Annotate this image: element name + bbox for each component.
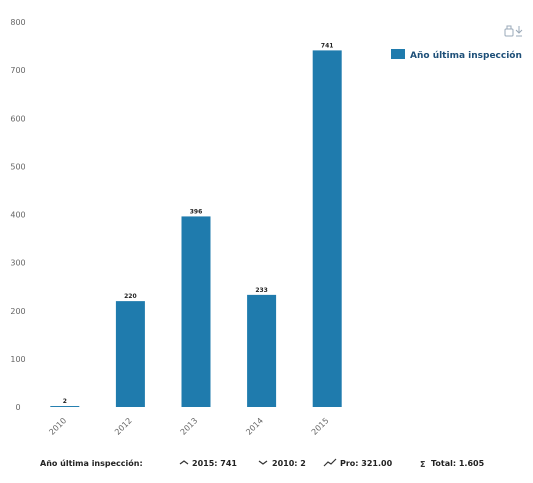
- data-label-2010: 2: [63, 398, 67, 405]
- data-label-2013: 396: [190, 208, 203, 215]
- sigma-icon: Σ: [420, 460, 425, 469]
- y-tick-label: 400: [10, 211, 25, 220]
- summary-footer: Año última inspección: 2015: 741 2010: 2…: [40, 458, 485, 469]
- data-label-2012: 220: [124, 293, 137, 300]
- data-label-2015: 741: [321, 42, 334, 49]
- bars-group: 2 220 396 233 741: [50, 42, 342, 408]
- y-tick-label: 700: [10, 66, 25, 75]
- y-tick-label: 500: [10, 162, 25, 171]
- x-tick-label-2013: 2013: [179, 416, 200, 437]
- bar-2015[interactable]: [312, 50, 342, 408]
- chart-toolbar: [504, 25, 523, 37]
- bar-2014[interactable]: [247, 294, 277, 407]
- x-tick-label-2015: 2015: [310, 416, 331, 437]
- trend-icon: [323, 458, 337, 467]
- legend-label: Año última inspección: [410, 50, 522, 61]
- data-label-2014: 233: [255, 287, 268, 294]
- bar-2012[interactable]: [115, 301, 145, 407]
- y-tick-label: 100: [10, 355, 25, 364]
- caret-up-icon: [179, 460, 189, 465]
- footer-label: Año última inspección:: [40, 458, 143, 468]
- bar-2013[interactable]: [181, 216, 211, 407]
- caret-down-icon: [258, 460, 268, 465]
- x-tick-label-2014: 2014: [244, 416, 265, 437]
- y-tick-label: 800: [10, 18, 25, 27]
- x-axis: 2010 2012 2013 2014 2015: [47, 416, 330, 437]
- footer-max: 2015: 741: [192, 459, 237, 468]
- footer-total: Total: 1.605: [431, 459, 485, 468]
- x-tick-label-2012: 2012: [113, 416, 134, 437]
- y-axis: 0 100 200 300 400 500 600 700 800: [10, 18, 25, 412]
- y-tick-label: 300: [10, 259, 25, 268]
- x-tick-label-2010: 2010: [47, 416, 68, 437]
- y-tick-label: 600: [10, 114, 25, 123]
- bar-2010[interactable]: [50, 406, 80, 407]
- y-tick-label: 0: [15, 403, 20, 412]
- download-icon[interactable]: [515, 26, 523, 37]
- footer-avg: Pro: 321.00: [340, 459, 393, 468]
- legend[interactable]: Año última inspección: [391, 49, 522, 61]
- print-icon[interactable]: [504, 28, 514, 37]
- y-tick-label: 200: [10, 307, 25, 316]
- footer-min: 2010: 2: [272, 459, 306, 468]
- legend-swatch: [391, 49, 405, 59]
